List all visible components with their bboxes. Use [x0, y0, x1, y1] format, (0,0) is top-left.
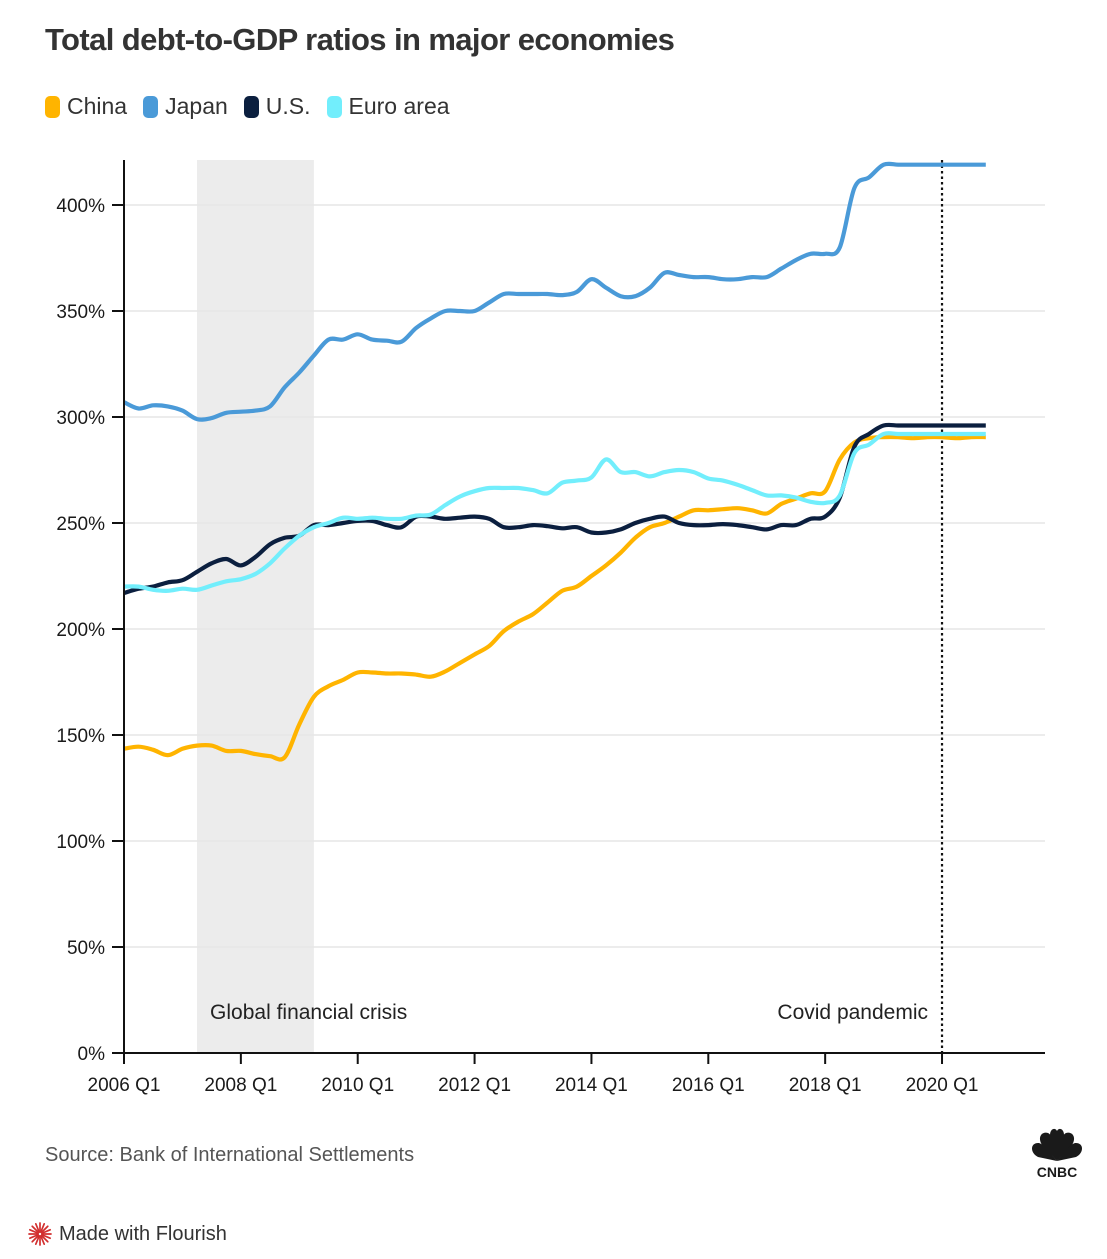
flourish-ray: [39, 1235, 46, 1246]
chart-title: Total debt-to-GDP ratios in major econom…: [45, 22, 675, 57]
flourish-logo-icon: [28, 1222, 52, 1246]
line-chart: Global financial crisis Covid pandemic 0%…: [56, 160, 1045, 1096]
cnbc-wordmark: CNBC: [1037, 1164, 1077, 1179]
y-tick-label: 50%: [67, 938, 105, 959]
flourish-ray: [40, 1225, 49, 1234]
series-line-japan[interactable]: [123, 161, 986, 422]
series-line-euro-area[interactable]: [123, 431, 986, 593]
made-with-flourish-label: Made with Flourish: [59, 1222, 227, 1245]
legend-label-us: U.S.: [265, 93, 311, 119]
legend-label-japan: Japan: [165, 93, 228, 119]
x-tick-label: 2012 Q1: [438, 1075, 511, 1096]
y-tick-label: 100%: [56, 832, 105, 853]
legend-item-euro-area[interactable]: Euro area: [326, 93, 450, 120]
flourish-ray: [31, 1234, 40, 1243]
series-line-china[interactable]: [123, 434, 986, 762]
legend-item-china[interactable]: China: [45, 93, 127, 120]
cnbc-logo: CNBC: [1032, 1128, 1082, 1179]
flourish-ray: [31, 1225, 40, 1234]
flourish-ray: [34, 1222, 41, 1233]
legend-label-china: China: [67, 93, 128, 119]
flourish-ray: [41, 1228, 52, 1235]
flourish-ray: [28, 1228, 39, 1235]
legend-swatch-japan: [143, 95, 159, 118]
annotation-label-global-financial-crisis: Global financial crisis: [210, 1001, 407, 1024]
flourish-ray: [28, 1233, 39, 1240]
gfc-shaded-band: [197, 160, 314, 1053]
y-tick-label: 300%: [56, 408, 105, 429]
y-tick-label: 350%: [56, 302, 105, 323]
x-tick-label: 2014 Q1: [555, 1075, 628, 1096]
legend: China Japan U.S. Euro area: [45, 93, 450, 120]
x-tick-label: 2006 Q1: [88, 1075, 161, 1096]
y-tick-label: 200%: [56, 620, 105, 641]
legend-item-us[interactable]: U.S.: [243, 93, 311, 120]
legend-swatch-china: [45, 95, 60, 118]
y-tick-label: 250%: [56, 514, 105, 535]
y-tick-label: 150%: [56, 726, 105, 747]
legend-swatch-euro-area: [326, 95, 342, 118]
legend-item-japan[interactable]: Japan: [143, 93, 228, 120]
flourish-ray: [40, 1234, 49, 1243]
made-with-flourish-link[interactable]: Made with Flourish: [27, 1221, 227, 1247]
source-note: Source: Bank of International Settlement…: [45, 1144, 415, 1166]
flourish-ray: [41, 1233, 52, 1240]
x-tick-label: 2018 Q1: [789, 1075, 862, 1096]
x-tick-label: 2016 Q1: [672, 1075, 745, 1096]
legend-swatch-us: [243, 95, 259, 118]
flourish-ray: [34, 1235, 41, 1246]
x-tick-label: 2008 Q1: [204, 1075, 277, 1096]
flourish-ray: [39, 1222, 46, 1233]
y-tick-label: 0%: [78, 1044, 106, 1065]
legend-label-euro-area: Euro area: [348, 93, 450, 119]
x-tick-label: 2010 Q1: [321, 1075, 394, 1096]
x-tick-label: 2020 Q1: [906, 1075, 979, 1096]
annotation-label-covid-pandemic: Covid pandemic: [777, 1001, 928, 1024]
y-tick-label: 400%: [56, 196, 105, 217]
